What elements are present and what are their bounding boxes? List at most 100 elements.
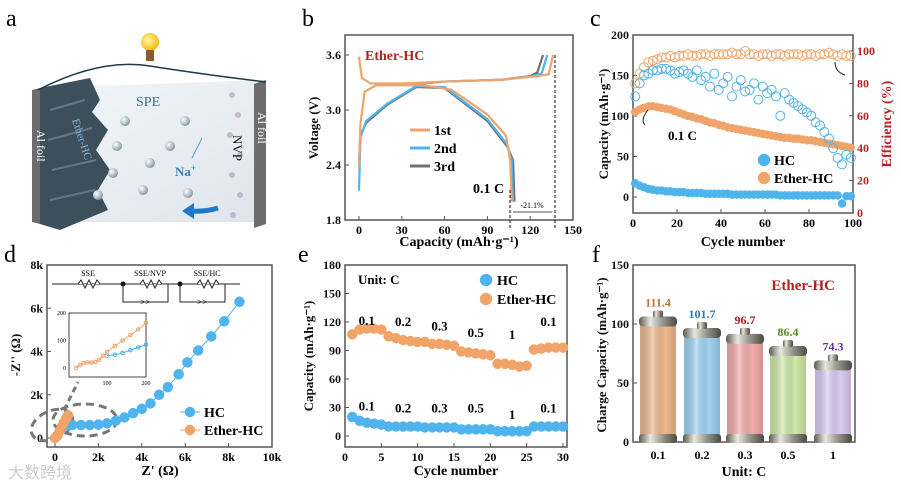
resistor-icon [77,278,101,290]
cpe-icon: >> [140,297,150,307]
point-hc-efficiency [722,71,733,82]
ether-rate-label: 0.1 [359,313,375,328]
ether-rate-label: 0.5 [468,325,485,340]
inset-frame [68,312,147,378]
inset-point [112,352,118,358]
point-hc-efficiency [779,88,790,99]
left-axis-arrow [642,109,649,126]
x-axis-label: Z' (Ω) [141,464,179,479]
x-tick-label: 0.5 [781,448,796,462]
point-hc [127,407,139,419]
resistor-icon [196,278,220,290]
battery-cap [726,333,764,344]
point-hc-efficiency [700,71,711,82]
na-ion-label: Na+ [175,163,196,179]
point-hc [557,421,569,432]
y-tick-label: 0 [623,435,629,449]
point-hc [145,398,156,409]
y2-tick-label: 60 [857,109,869,123]
al-foil-right-label: Al foil [255,112,269,144]
legend-marker [479,273,493,287]
hc-rate-label: 0.1 [359,398,375,413]
y-tick-label: 8k [30,258,43,272]
inset-point [128,332,133,338]
curve-1st-discharge [357,84,513,202]
y-tick-label: 60 [329,372,341,386]
circuit-label: SSE/NVP [134,269,167,278]
inset-point [135,345,141,350]
point-ether-hc-efficiency [630,78,641,89]
panel-label-b: b [302,6,314,32]
inset-point [135,327,141,332]
point-hc-efficiency [828,143,839,154]
x-tick-label: 30 [396,223,408,237]
inset-point [143,342,149,347]
legend-marker [757,171,771,185]
inset-x-tick-label: 200 [142,381,151,387]
point-ether-hc-efficiency [841,50,852,61]
x-tick-label: 15 [448,450,460,464]
bar-sheen [727,339,763,438]
x-axis-label: Cycle number [701,235,785,250]
point-hc-efficiency [823,133,834,144]
panel-f-bars: f 0 50 100 150 111.4 0.1 101.7 0.2 96.7 0.3 86.4 0.5… [592,242,856,480]
point-ether-hc-efficiency [823,47,834,58]
external-wire [37,63,267,91]
al-foil-left-label: Al foil [34,130,48,162]
battery-terminal-icon [828,354,838,362]
point-ether-hc [347,329,358,340]
point-hc [153,389,165,400]
bar-value-label: 101.7 [689,307,716,321]
inset-point [93,359,98,365]
point-ether-hc [62,410,74,421]
point-hc [93,419,104,430]
bar-value-label: 96.7 [735,313,756,327]
y-tick-label: 100 [611,109,629,123]
point-hc-efficiency [837,159,847,170]
legend-label: Ether-HC [204,424,263,439]
hard-carbon-sheets [47,99,97,201]
x-tick-label: 1 [830,448,836,462]
point-hc-capacity [833,191,842,200]
ether-rate-label: 0.1 [540,314,556,329]
circuit-label: SSE/HC [193,269,220,278]
na-arrow [191,137,203,159]
ion-flow-arrowhead [182,203,194,219]
x-axis-label: Capacity (mAh·g⁻¹) [399,235,519,250]
x-tick-label: 25 [521,450,533,464]
inset-y-tick-label: 200 [57,311,66,317]
point-hc-efficiency [775,110,786,121]
x-tick-label: 8k [222,450,235,464]
legend-label: Ether-HC [497,293,556,308]
y-tick-label: 30 [329,401,341,415]
y-tick-label: 3.0 [326,103,341,117]
cpe-branch [179,284,226,303]
point-ether-hc [448,340,460,351]
y-tick-label: 0 [623,190,629,204]
panel-label-c: c [590,6,601,32]
x-tick-label: 5 [378,450,384,464]
x-tick-label: 0.2 [695,448,710,462]
point-hc [101,418,113,429]
y-tick-label: 0 [335,429,341,443]
y-tick-label: 3.6 [326,48,341,62]
point-ether-hc [521,360,532,371]
point-hc-efficiency [634,78,645,89]
battery-cap [814,360,852,371]
inset-point [104,349,110,355]
inset-y-tick-label: 0 [63,366,66,372]
x-tick-label: 6k [179,450,192,464]
y-axis-label: Charge Capacity (mAh·g⁻¹) [594,277,609,432]
panel-c-cycling: c0 20 40 60 80 1000501001502000204060801000.1… [590,6,895,250]
x-tick-label: 30 [557,450,569,464]
point-hc-efficiency [705,81,715,92]
legend-marker [184,406,196,418]
legend-label: HC [497,274,518,289]
x-tick-label: 2k [92,450,105,464]
panel-e-rate: e 0 5 10 15 20 25 30 0 30 60 90 120 150 180 0.1 0.1 0.2 0.… [298,242,569,479]
y2-tick-label: 0 [857,206,863,220]
bar-sheen [770,352,806,438]
point-hc-efficiency [713,84,724,95]
y-tick-label: 0 [37,431,43,445]
